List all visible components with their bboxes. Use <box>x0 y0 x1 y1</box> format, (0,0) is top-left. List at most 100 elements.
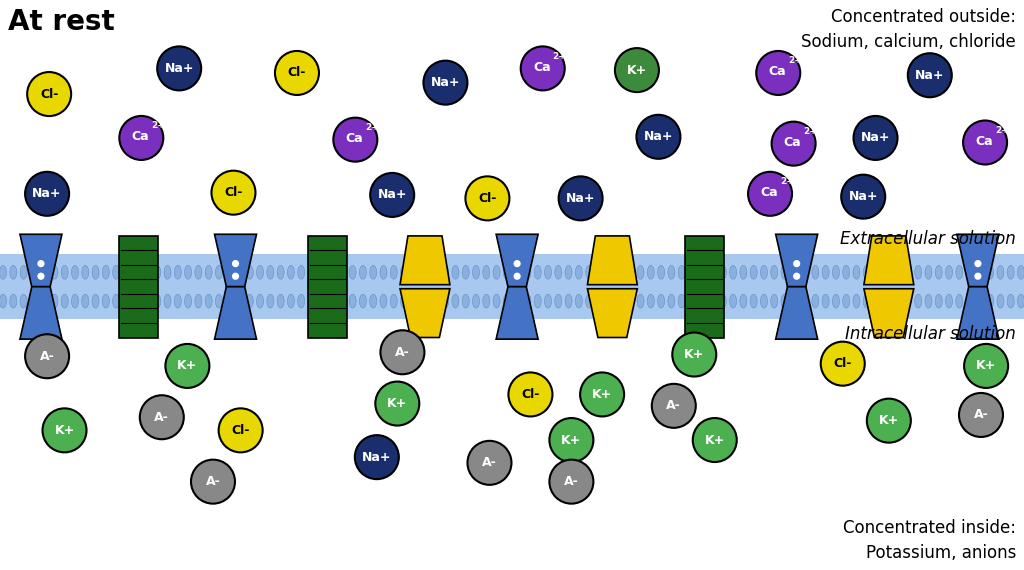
Ellipse shape <box>966 294 973 308</box>
Ellipse shape <box>904 294 911 308</box>
Ellipse shape <box>82 294 89 308</box>
Text: 2+: 2+ <box>366 123 379 132</box>
Circle shape <box>908 53 951 97</box>
Ellipse shape <box>698 294 706 308</box>
Ellipse shape <box>452 266 459 279</box>
Ellipse shape <box>647 294 654 308</box>
Ellipse shape <box>205 294 212 308</box>
Text: Na+: Na+ <box>362 451 391 463</box>
Text: Cl-: Cl- <box>521 388 540 401</box>
Ellipse shape <box>955 266 963 279</box>
Polygon shape <box>20 287 61 339</box>
Text: Na+: Na+ <box>644 131 673 143</box>
Text: 2+: 2+ <box>780 177 794 186</box>
Circle shape <box>424 60 467 105</box>
Text: Na+: Na+ <box>566 192 595 205</box>
Ellipse shape <box>452 294 459 308</box>
Polygon shape <box>400 236 450 284</box>
Text: 2+: 2+ <box>995 126 1009 135</box>
Ellipse shape <box>904 266 911 279</box>
Ellipse shape <box>945 266 952 279</box>
Ellipse shape <box>10 294 16 308</box>
Ellipse shape <box>494 294 500 308</box>
Circle shape <box>964 120 1007 165</box>
Ellipse shape <box>359 294 367 308</box>
Ellipse shape <box>133 294 140 308</box>
Ellipse shape <box>318 266 326 279</box>
Circle shape <box>550 418 593 462</box>
Ellipse shape <box>288 266 295 279</box>
Text: A-: A- <box>482 457 497 469</box>
Circle shape <box>140 395 183 439</box>
Ellipse shape <box>61 266 69 279</box>
Ellipse shape <box>298 266 305 279</box>
Ellipse shape <box>10 266 16 279</box>
Text: A-: A- <box>667 400 681 412</box>
Ellipse shape <box>143 294 151 308</box>
Ellipse shape <box>370 294 377 308</box>
Circle shape <box>37 260 45 267</box>
Text: Ca: Ca <box>345 132 364 145</box>
Ellipse shape <box>802 294 809 308</box>
Ellipse shape <box>586 266 593 279</box>
Text: 2+: 2+ <box>553 52 566 60</box>
Text: K+: K+ <box>976 360 996 372</box>
Ellipse shape <box>349 266 356 279</box>
Ellipse shape <box>987 294 993 308</box>
Ellipse shape <box>925 294 932 308</box>
Ellipse shape <box>555 266 562 279</box>
Ellipse shape <box>51 266 58 279</box>
Ellipse shape <box>174 294 181 308</box>
Ellipse shape <box>792 266 799 279</box>
Ellipse shape <box>288 294 295 308</box>
Ellipse shape <box>154 294 161 308</box>
Ellipse shape <box>298 294 305 308</box>
Ellipse shape <box>1018 266 1024 279</box>
Ellipse shape <box>431 266 438 279</box>
Ellipse shape <box>843 294 850 308</box>
Circle shape <box>559 176 602 221</box>
Ellipse shape <box>945 294 952 308</box>
Ellipse shape <box>647 266 654 279</box>
Circle shape <box>521 46 564 91</box>
Ellipse shape <box>195 294 202 308</box>
Ellipse shape <box>102 266 110 279</box>
Ellipse shape <box>657 294 665 308</box>
Bar <box>119 236 158 337</box>
Ellipse shape <box>606 266 613 279</box>
Ellipse shape <box>164 294 171 308</box>
Text: Na+: Na+ <box>33 188 61 200</box>
Ellipse shape <box>935 266 942 279</box>
Polygon shape <box>215 234 256 287</box>
Ellipse shape <box>329 294 336 308</box>
Circle shape <box>376 381 419 426</box>
Ellipse shape <box>514 266 520 279</box>
Ellipse shape <box>72 266 79 279</box>
Circle shape <box>652 384 695 428</box>
Ellipse shape <box>184 294 191 308</box>
Polygon shape <box>215 287 256 339</box>
Ellipse shape <box>247 266 253 279</box>
Ellipse shape <box>997 294 1004 308</box>
Text: 2+: 2+ <box>152 121 165 130</box>
Polygon shape <box>776 234 817 287</box>
Ellipse shape <box>1018 294 1024 308</box>
Ellipse shape <box>719 266 726 279</box>
Circle shape <box>371 173 414 217</box>
Polygon shape <box>957 234 998 287</box>
Ellipse shape <box>411 266 418 279</box>
Ellipse shape <box>431 294 438 308</box>
Ellipse shape <box>627 266 634 279</box>
Text: Na+: Na+ <box>915 69 944 82</box>
Text: Cl-: Cl- <box>478 192 497 205</box>
Ellipse shape <box>92 266 99 279</box>
Text: Ca: Ca <box>783 136 802 149</box>
Circle shape <box>673 332 716 377</box>
Ellipse shape <box>719 294 726 308</box>
Ellipse shape <box>359 266 367 279</box>
Circle shape <box>693 418 736 462</box>
Circle shape <box>793 272 801 280</box>
Text: K+: K+ <box>879 414 899 427</box>
Text: K+: K+ <box>684 348 705 361</box>
Ellipse shape <box>914 294 922 308</box>
